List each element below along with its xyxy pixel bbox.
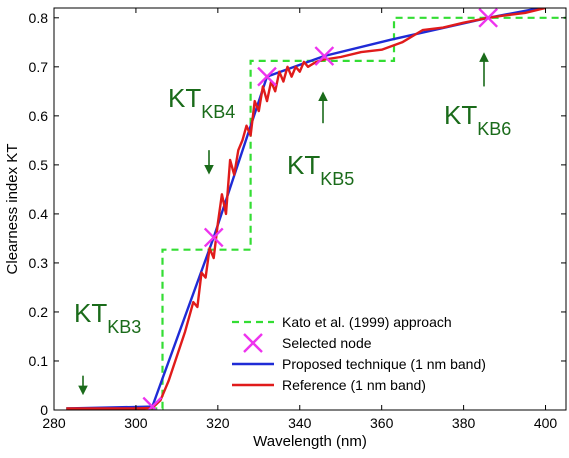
y-tick-label: 0.2	[29, 304, 49, 320]
selected-node-marker	[314, 46, 335, 66]
x-tick-label: 320	[206, 415, 230, 431]
selected-node-marker-stroke-b	[257, 66, 277, 87]
selected-node-marker-stroke-b	[478, 8, 499, 28]
annotation-label: KTKB3	[74, 298, 141, 337]
x-tick-label: 280	[42, 415, 66, 431]
plot-frame	[53, 7, 567, 411]
x-tick-label: 340	[288, 415, 312, 431]
annotation-kt-kb6: KTKB6	[444, 52, 511, 139]
annotation-label: KTKB4	[168, 83, 235, 122]
selected-node-marker-stroke-b	[314, 46, 335, 66]
legend-swatch-node	[243, 333, 263, 353]
y-tick-label: 0.3	[29, 255, 49, 271]
selected-node-marker	[203, 227, 224, 248]
reference-line	[66, 8, 546, 410]
annotation-kt-kb3: KTKB3	[74, 298, 141, 396]
y-tick-label: 0.7	[29, 59, 49, 75]
legend-entry-kato: Kato et al. (1999) approach	[282, 314, 452, 330]
legend: Kato et al. (1999) approach Selected node…	[226, 304, 558, 404]
x-tick-label: 360	[370, 415, 394, 431]
y-tick-label: 0	[40, 402, 48, 418]
selected-node-marker-stroke-b	[203, 227, 224, 248]
selected-node-marker	[478, 8, 499, 28]
y-tick-label: 0.5	[29, 157, 49, 173]
annotation-label: KTKB6	[444, 100, 511, 139]
y-tick-label: 0.4	[29, 206, 49, 222]
legend-entry-proposed: Proposed technique (1 nm band)	[282, 356, 486, 372]
x-axis-label: Wavelength (nm)	[253, 433, 367, 450]
kato-approach-line	[66, 16, 566, 410]
axes: 280 300 320 340 360 380 400 0 0.1 0.2 0.3 0.4 0.5 0.6…	[29, 7, 567, 431]
y-tick-label: 0.8	[29, 10, 49, 26]
x-tick-label: 300	[124, 415, 148, 431]
y-axis-label: Clearness index KT	[4, 144, 21, 275]
y-tick-label: 0.1	[29, 353, 49, 369]
annotation-label: KTKB5	[287, 150, 354, 189]
legend-entry-reference: Reference (1 nm band)	[282, 377, 426, 393]
legend-entry-nodes: Selected node	[282, 335, 372, 351]
selected-node-marker	[257, 66, 277, 87]
x-tick-label: 380	[452, 415, 476, 431]
plot-area	[66, 8, 566, 410]
selected-node-marker-stroke-b	[147, 396, 163, 410]
legend-swatch-node-stroke-b	[243, 333, 263, 353]
selected-node-marker	[142, 396, 163, 410]
y-tick-label: 0.6	[29, 108, 49, 124]
annotation-layer: KTKB3 KTKB4 KTKB5 KTKB6	[74, 52, 511, 396]
x-tick-label: 400	[534, 415, 558, 431]
legend-box	[226, 304, 558, 404]
annotation-kt-kb4: KTKB4	[168, 83, 235, 175]
annotation-kt-kb5: KTKB5	[287, 91, 354, 189]
